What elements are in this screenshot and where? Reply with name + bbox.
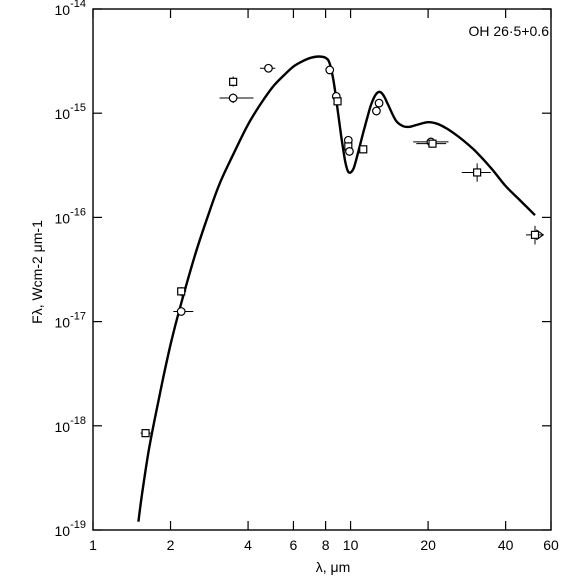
circle-marker (228, 93, 238, 103)
data-point (325, 65, 335, 75)
y-tick-label: 10-15 (55, 102, 86, 122)
data-point (372, 106, 381, 116)
x-tick-label: 10 (343, 537, 359, 553)
square-marker (428, 139, 437, 148)
x-tick-label: 8 (322, 537, 330, 553)
data-point (177, 286, 187, 297)
y-tick-label: 10-17 (55, 311, 86, 331)
plot-frame (92, 8, 552, 531)
x-tick-label: 2 (167, 537, 175, 553)
y-tick-label: 10-16 (55, 206, 86, 226)
data-point (219, 93, 254, 104)
source-annotation: OH 26·5+0.6 (468, 23, 549, 39)
circle-marker (345, 146, 354, 156)
x-axis-title: λ, μm (316, 559, 351, 575)
data-point (359, 145, 368, 154)
x-tick-label: 20 (420, 537, 436, 553)
data-point (140, 429, 152, 438)
observations-layer (140, 63, 545, 438)
axis-ticks: 1 2 4 6 8 10 20 40 60 10-19 10-18 10-17 10-16 10-15 10… (55, 0, 559, 553)
circle-marker (264, 63, 273, 73)
circle-marker (372, 106, 381, 116)
x-tick-label: 60 (543, 537, 559, 553)
y-tick-label: 10-19 (55, 519, 86, 539)
data-point (259, 63, 276, 73)
data-point (229, 76, 238, 87)
x-tick-label: 40 (498, 537, 514, 553)
square-marker (333, 97, 342, 106)
square-marker (530, 230, 540, 239)
y-axis-title: Fλ, Wcm-2 μm-1 (29, 220, 45, 324)
data-point (416, 139, 447, 148)
y-tick-label: 10-18 (55, 415, 86, 435)
data-point (333, 97, 342, 106)
circle-marker (176, 307, 186, 316)
x-tick-label: 4 (244, 537, 252, 553)
data-point (374, 98, 384, 108)
y-tick-label: 10-14 (55, 0, 86, 18)
limit-arrow (535, 229, 545, 241)
model-curve-layer (137, 55, 536, 522)
circle-marker (374, 98, 384, 108)
square-marker (141, 429, 150, 438)
x-tick-label: 1 (89, 537, 97, 553)
square-marker (359, 145, 368, 154)
square-marker (473, 168, 482, 177)
square-marker (177, 287, 186, 296)
data-point (461, 163, 491, 182)
circle-marker (325, 65, 335, 75)
model-curve-line (137, 55, 536, 522)
plot-border (92, 8, 552, 531)
data-point (345, 146, 354, 156)
data-point (173, 307, 194, 316)
x-tick-label: 6 (290, 537, 298, 553)
square-marker (229, 77, 238, 86)
data-point (526, 225, 545, 245)
